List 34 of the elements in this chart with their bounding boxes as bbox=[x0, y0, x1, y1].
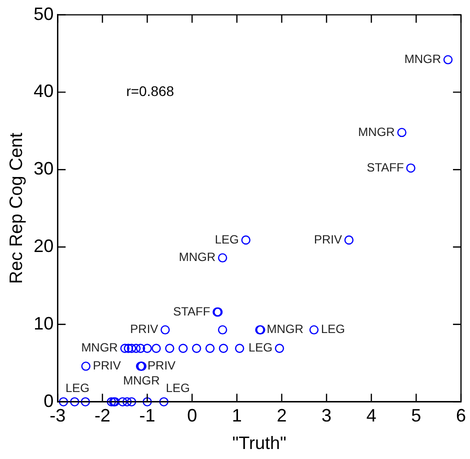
x-tick-label: 4 bbox=[366, 406, 376, 426]
data-label: MNGR bbox=[178, 250, 216, 264]
y-axis-title: Rec Rep Cog Cent bbox=[6, 132, 26, 284]
y-tick-label: 40 bbox=[34, 81, 54, 102]
x-tick-label: -2 bbox=[94, 406, 110, 426]
data-label: LEG bbox=[65, 381, 90, 396]
data-label: LEG bbox=[166, 381, 190, 396]
data-label: MNGR bbox=[81, 340, 118, 355]
y-tick-label: 20 bbox=[34, 236, 54, 256]
data-label: PRIV bbox=[314, 232, 342, 246]
y-tick-label: 10 bbox=[34, 313, 54, 334]
data-label: STAFF bbox=[173, 304, 210, 318]
y-tick-label: 50 bbox=[34, 4, 54, 24]
data-label: LEG bbox=[214, 232, 239, 246]
data-label: MNGR bbox=[266, 322, 304, 336]
data-label: STAFF bbox=[366, 160, 404, 174]
y-tick-label: 30 bbox=[34, 158, 54, 179]
x-tick-label: -1 bbox=[139, 406, 156, 426]
x-tick-label: 3 bbox=[322, 406, 332, 426]
x-axis-title: "Truth" bbox=[232, 433, 286, 454]
data-label: PRIV bbox=[148, 358, 176, 373]
data-label: MNGR bbox=[123, 374, 160, 388]
x-tick-label: 2 bbox=[276, 406, 287, 426]
data-label: LEG bbox=[320, 322, 346, 336]
data-label: PRIV bbox=[92, 358, 121, 373]
x-tick-label: 6 bbox=[456, 406, 466, 426]
data-label: MNGR bbox=[404, 52, 442, 66]
x-tick-label: 5 bbox=[411, 406, 422, 426]
annotation: r=0.868 bbox=[126, 83, 174, 100]
data-label: PRIV bbox=[130, 322, 158, 336]
data-label: LEG bbox=[248, 340, 272, 355]
x-tick-label: 1 bbox=[232, 406, 242, 426]
x-tick-label: 0 bbox=[187, 406, 198, 426]
data-label: MNGR bbox=[358, 124, 396, 139]
